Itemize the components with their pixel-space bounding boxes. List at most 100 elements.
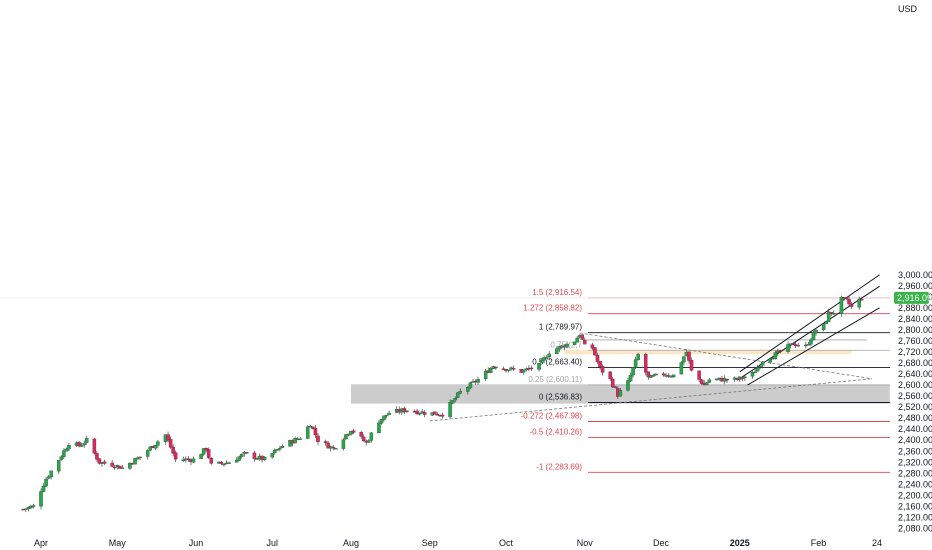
candle-body-205 bbox=[750, 372, 755, 377]
candle-body-137 bbox=[506, 369, 511, 372]
candles bbox=[21, 295, 864, 513]
candle-body-29 bbox=[120, 467, 125, 469]
y-tick-label: 2,120.00 bbox=[898, 512, 932, 522]
candle-body-212 bbox=[773, 352, 778, 359]
candle-body-102 bbox=[382, 415, 386, 420]
candle-body-161 bbox=[593, 347, 597, 356]
candle-body-233 bbox=[847, 299, 851, 305]
candle-body-139 bbox=[511, 368, 516, 370]
candle-body-96 bbox=[361, 436, 366, 442]
candle-body-141 bbox=[522, 369, 526, 373]
candle-body-209 bbox=[760, 361, 765, 366]
candle-body-100 bbox=[377, 422, 381, 434]
candle-body-51 bbox=[201, 448, 206, 455]
candle-body-236 bbox=[860, 299, 864, 301]
candle-body-167 bbox=[613, 386, 618, 389]
candle-body-163 bbox=[598, 361, 602, 368]
candle-body-66 bbox=[255, 458, 259, 460]
time-axis[interactable]: Apr May Jun Jul Aug Sep Oct Nov Dec 2025 Feb 24 bbox=[34, 538, 882, 548]
candle-body-53 bbox=[206, 449, 211, 458]
candle-body-208 bbox=[758, 366, 762, 368]
x-tick-label: Nov bbox=[577, 538, 594, 548]
candle-body-214 bbox=[778, 350, 783, 352]
last-price-badge-label: 2,916.09 bbox=[897, 293, 932, 303]
candle-body-149 bbox=[547, 353, 551, 358]
candle-body-184 bbox=[671, 374, 676, 378]
fib-label-4: 0.5 (2,663.40) bbox=[532, 358, 582, 367]
candle-body-50 bbox=[199, 454, 203, 459]
candle-body-166 bbox=[610, 378, 615, 388]
fib-label-9: -1 (2,283.69) bbox=[536, 462, 582, 471]
candle-body-117 bbox=[435, 414, 440, 416]
candle-body-221 bbox=[806, 344, 811, 346]
candle-body-223 bbox=[811, 331, 816, 341]
fib-label-0: 1.5 (2,916.54) bbox=[532, 288, 582, 297]
y-tick-label: 2,640.00 bbox=[898, 369, 932, 379]
candle-body-56 bbox=[219, 462, 224, 464]
fib-label-2: 1 (2,789.97) bbox=[539, 323, 582, 332]
currency-label: USD bbox=[898, 4, 918, 14]
candle-body-62 bbox=[239, 454, 244, 457]
candle-body-164 bbox=[600, 366, 605, 373]
candle-body-92 bbox=[346, 433, 351, 436]
candle-body-180 bbox=[661, 373, 666, 376]
candle-body-120 bbox=[448, 402, 452, 417]
fib-label-5: 0.25 (2,600.11) bbox=[528, 375, 582, 384]
candle-body-134 bbox=[494, 366, 498, 369]
candle-body-47 bbox=[186, 458, 191, 461]
candle-body-144 bbox=[529, 367, 534, 370]
price-axis[interactable]: USD 2,080.00 2,120.002,160.002,200.002,24… bbox=[898, 4, 932, 534]
candle-body-147 bbox=[542, 357, 546, 361]
candle-body-44 bbox=[173, 452, 178, 460]
last-price-badge: 2,916.09 bbox=[894, 291, 932, 304]
candle-body-86 bbox=[326, 442, 330, 449]
y-tick-label: 2,240.00 bbox=[898, 479, 932, 489]
candle-body-151 bbox=[557, 346, 562, 350]
candle-body-171 bbox=[628, 374, 633, 382]
candle-body-111 bbox=[415, 410, 419, 415]
candle-body-89 bbox=[334, 448, 338, 450]
candle-body-126 bbox=[468, 382, 473, 389]
y-tick-label: 2,080.00 bbox=[898, 524, 932, 534]
candle-body-19 bbox=[84, 437, 89, 443]
candle-body-193 bbox=[705, 382, 709, 386]
candle-body-79 bbox=[298, 438, 302, 440]
y-tick-label: 2,600.00 bbox=[898, 380, 932, 390]
candle-body-109 bbox=[405, 410, 409, 412]
candle-body-224 bbox=[814, 330, 818, 334]
candle-body-80 bbox=[306, 426, 310, 439]
x-tick-label: Aug bbox=[343, 538, 359, 548]
candle-body-84 bbox=[316, 435, 320, 443]
candle-body-85 bbox=[323, 441, 328, 443]
candle-body-189 bbox=[689, 360, 694, 371]
fibonacci-levels: 1.5 (2,916.54) 1.272 (2,858.82) 1 (2,789.9… bbox=[0, 288, 890, 473]
zone-2 bbox=[582, 339, 867, 341]
y-tick-label: 2,560.00 bbox=[898, 391, 932, 401]
candle-body-170 bbox=[626, 380, 630, 391]
y-tick-label: 2,160.00 bbox=[898, 501, 932, 511]
y-tick-label: 2,720.00 bbox=[898, 347, 932, 357]
candle-body-3 bbox=[29, 506, 33, 509]
candle-body-99 bbox=[369, 432, 374, 441]
candle-body-165 bbox=[608, 371, 612, 379]
candle-body-226 bbox=[824, 321, 828, 324]
fib-label-7: -0.272 (2,467.98) bbox=[521, 411, 583, 420]
candle-body-82 bbox=[311, 426, 315, 429]
y-tick-label: 2,800.00 bbox=[898, 325, 932, 335]
candle-body-154 bbox=[565, 343, 569, 348]
candle-body-185 bbox=[679, 362, 684, 375]
candle-body-104 bbox=[387, 412, 391, 415]
candle-body-8 bbox=[46, 476, 51, 479]
candle-body-235 bbox=[857, 298, 861, 308]
candle-body-18 bbox=[82, 443, 86, 445]
x-tick-label: Sep bbox=[422, 538, 438, 548]
candle-body-88 bbox=[331, 446, 335, 449]
y-tick-label: 2,480.00 bbox=[898, 413, 932, 423]
candle-body-148 bbox=[544, 357, 549, 359]
candle-body-173 bbox=[633, 359, 638, 368]
x-tick-label: Jul bbox=[266, 538, 278, 548]
candle-body-77 bbox=[293, 438, 297, 444]
candle-body-129 bbox=[476, 379, 480, 383]
candle-body-24 bbox=[102, 461, 107, 464]
